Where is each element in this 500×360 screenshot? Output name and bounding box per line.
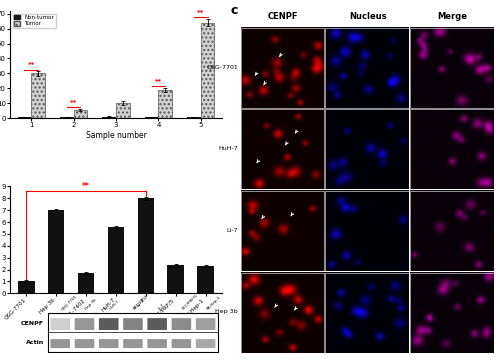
Text: Li-7: Li-7 [157,303,166,311]
Text: Hep 3b: Hep 3b [216,310,238,315]
Text: Actin: Actin [26,340,44,345]
FancyBboxPatch shape [74,318,94,330]
Text: PLC/PRF/5: PLC/PRF/5 [182,293,199,311]
FancyBboxPatch shape [196,339,216,348]
Bar [326,191,409,271]
Text: **: ** [197,10,204,15]
Bar [410,109,494,189]
Bar [60,117,74,118]
FancyBboxPatch shape [172,339,191,348]
Text: BEL-7402: BEL-7402 [133,294,150,311]
Bar [201,23,214,118]
Text: **: ** [82,182,90,191]
Bar [240,109,324,189]
Bar [198,266,214,293]
Text: Merge: Merge [438,12,468,21]
Bar [240,191,324,271]
Bar [240,273,324,353]
Text: HuH-7: HuH-7 [108,299,120,311]
Bar [145,117,158,118]
Bar [168,265,184,293]
Bar [240,28,324,108]
FancyBboxPatch shape [48,312,217,352]
Bar [18,282,34,293]
FancyBboxPatch shape [123,339,142,348]
FancyBboxPatch shape [74,339,94,348]
Bar [48,210,64,293]
Bar [410,191,494,271]
FancyBboxPatch shape [123,318,142,330]
FancyBboxPatch shape [148,339,167,348]
Bar [102,117,116,118]
Text: SK-Hep-1: SK-Hep-1 [206,295,222,311]
Bar [410,28,494,108]
Bar [410,273,494,353]
Text: Hep 3b: Hep 3b [84,298,98,311]
Bar [74,110,87,118]
Text: CENPF: CENPF [268,12,298,21]
Text: Li-7: Li-7 [226,228,238,233]
Bar [187,117,201,118]
Bar [326,28,409,108]
Text: QSG-7701: QSG-7701 [60,293,78,311]
Bar [138,198,154,293]
FancyBboxPatch shape [99,318,118,330]
Text: **: ** [70,100,77,106]
Text: CENPF: CENPF [21,321,44,326]
Text: QSG-7701: QSG-7701 [206,64,238,69]
FancyBboxPatch shape [172,318,191,330]
FancyBboxPatch shape [50,318,70,330]
FancyBboxPatch shape [50,339,70,348]
Bar [31,73,45,118]
FancyBboxPatch shape [148,318,167,330]
Legend: Non-tumor, Tumor: Non-tumor, Tumor [13,14,56,28]
Bar [108,227,124,293]
Text: **: ** [28,63,35,68]
Bar [326,273,409,353]
Bar [158,90,172,118]
Bar [116,103,130,118]
Text: c: c [230,4,238,17]
Bar [78,273,94,293]
Bar [18,117,31,118]
FancyBboxPatch shape [196,318,216,330]
Text: **: ** [155,79,162,85]
Bar [326,109,409,189]
FancyBboxPatch shape [99,339,118,348]
X-axis label: Cells: Cells [107,322,125,331]
Text: Nucleus: Nucleus [349,12,387,21]
X-axis label: Sample number: Sample number [86,131,146,140]
Text: HuH-7: HuH-7 [218,146,238,151]
